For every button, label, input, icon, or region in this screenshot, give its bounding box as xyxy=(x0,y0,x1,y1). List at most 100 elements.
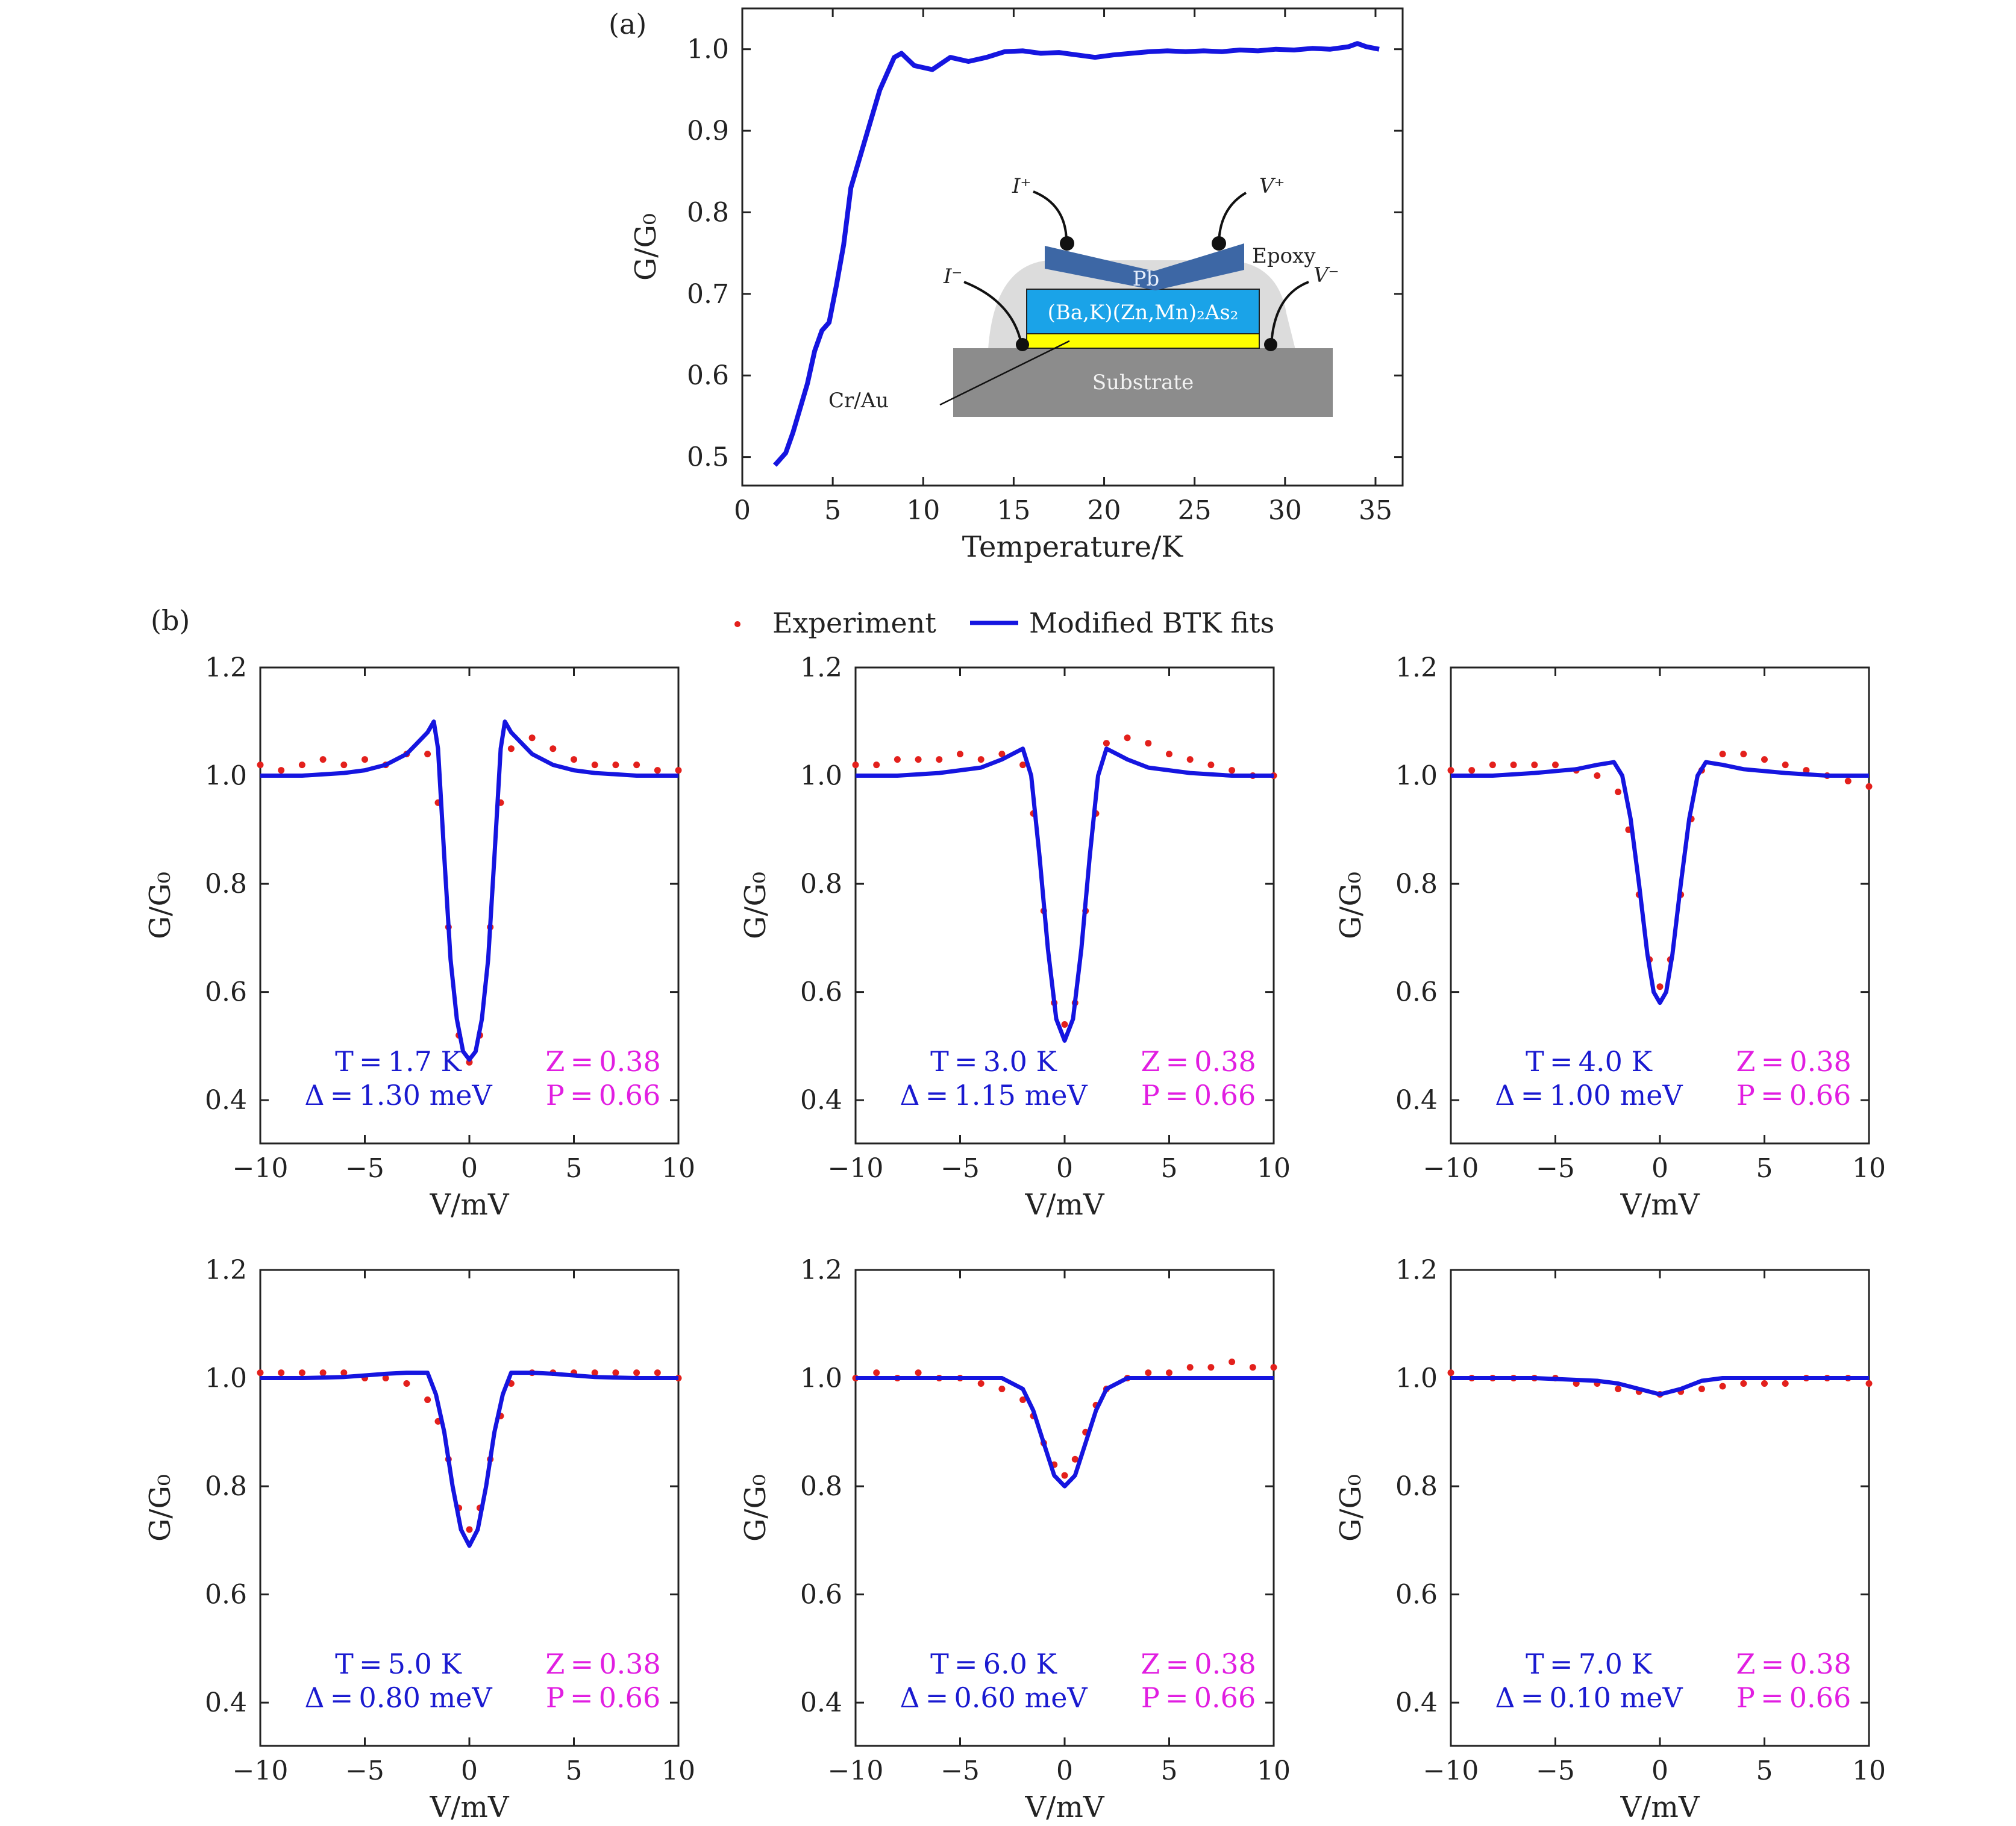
y-tick-label: 1.0 xyxy=(800,761,842,792)
experiment-point xyxy=(1782,761,1789,769)
experiment-point xyxy=(1468,767,1476,774)
y-tick-label: 0.6 xyxy=(1395,1580,1438,1610)
x-tick-label: 15 xyxy=(997,495,1030,526)
experiment-point xyxy=(1061,1021,1068,1028)
x-axis-label: V/mV xyxy=(429,1790,509,1824)
x-axis-label: V/mV xyxy=(429,1188,509,1222)
experiment-point xyxy=(1019,761,1027,769)
y-tick-label: 1.0 xyxy=(1395,1363,1438,1394)
x-tick-label: 10 xyxy=(906,495,940,526)
x-tick-label: 5 xyxy=(566,1756,583,1786)
y-tick-label: 0.4 xyxy=(800,1687,842,1718)
x-tick-label: 5 xyxy=(1161,1756,1178,1786)
experiment-point xyxy=(591,1369,598,1377)
y-tick-label: 0.8 xyxy=(800,1471,842,1502)
y-tick-label: 1.2 xyxy=(800,652,842,683)
y-tick-label: 0.8 xyxy=(205,1471,247,1502)
polarization-param: P = 0.66 xyxy=(1141,1681,1256,1714)
experiment-point xyxy=(612,1369,619,1377)
gap-param: Δ = 0.10 meV xyxy=(1495,1681,1683,1714)
experiment-point xyxy=(633,761,640,769)
plot-frame xyxy=(741,7,1404,487)
experiment-point xyxy=(1071,1455,1078,1463)
experiment-point xyxy=(1124,734,1131,742)
experiment-point xyxy=(998,1386,1006,1392)
temperature-param: T = 1.7 K xyxy=(335,1045,462,1078)
experiment-point xyxy=(1782,1380,1789,1387)
contact-dot-i-plus xyxy=(1060,236,1074,251)
experiment-point xyxy=(340,1369,348,1377)
experiment-point xyxy=(1207,761,1215,769)
experiment-point xyxy=(1166,1369,1172,1377)
x-tick-label: 0 xyxy=(1651,1756,1668,1786)
cr-au-layer xyxy=(1026,333,1260,349)
experiment-point xyxy=(1698,1386,1705,1392)
x-tick-label: 10 xyxy=(1257,1756,1291,1786)
subplot-1: −10 −5 0 5 10 0.4 0.6 0.8 1.0 1.2 V/mV G/G₀ T = 1.7 … xyxy=(143,652,695,1222)
y-tick-label: 1.0 xyxy=(687,34,729,65)
panel-b-tag: (b) xyxy=(151,604,190,637)
barrier-param: Z = 0.38 xyxy=(1736,1648,1851,1680)
fit-line xyxy=(260,1371,678,1548)
experiment-point xyxy=(278,1369,285,1377)
experiment-point xyxy=(1761,1380,1768,1387)
y-axis-label: G/G₀ xyxy=(143,872,177,939)
fit-line xyxy=(856,1376,1274,1489)
experiment-point xyxy=(403,1380,410,1387)
experiment-point xyxy=(278,767,285,774)
y-tick-label: 0.4 xyxy=(1395,1687,1438,1718)
temperature-param: T = 7.0 K xyxy=(1526,1648,1653,1680)
barrier-param: Z = 0.38 xyxy=(1141,1648,1256,1680)
x-tick-label: 10 xyxy=(1257,1153,1291,1184)
x-tick-label: −5 xyxy=(1536,1756,1575,1786)
legend: Experiment Modified BTK fits xyxy=(734,607,1274,639)
fit-line xyxy=(260,719,678,1062)
x-tick-label: 10 xyxy=(1852,1756,1886,1786)
sample-layer xyxy=(1026,289,1260,334)
x-tick-label: 5 xyxy=(566,1153,583,1184)
experiment-point xyxy=(319,756,327,763)
y-tick-label: 0.4 xyxy=(205,1085,247,1116)
gap-param: Δ = 0.60 meV xyxy=(900,1681,1088,1714)
y-axis-label: G/G₀ xyxy=(739,1474,772,1542)
experiment-point xyxy=(1447,1369,1454,1377)
y-tick-label: 0.6 xyxy=(800,1580,842,1610)
temperature-param: T = 5.0 K xyxy=(335,1648,462,1680)
y-axis-label: G/G₀ xyxy=(739,872,772,939)
y-tick-label: 1.0 xyxy=(205,1363,247,1394)
y-axis-label: G/G₀ xyxy=(1334,872,1368,939)
experiment-point xyxy=(1510,761,1517,769)
pb-label: Pb xyxy=(1133,267,1160,291)
experiment-point xyxy=(1865,1380,1873,1387)
experiment-point xyxy=(1061,1472,1068,1479)
y-tick-label: 0.5 xyxy=(687,442,729,473)
subplot-3: −10 −5 0 5 10 0.4 0.6 0.8 1.0 1.2 V/mV G/G₀ T = 4.0 … xyxy=(1334,652,1886,1222)
subplot-4: −10 −5 0 5 10 0.4 0.6 0.8 1.0 1.2 V/mV G/G₀ T = 5.0 … xyxy=(143,1255,695,1824)
x-tick-label: −10 xyxy=(828,1756,884,1786)
x-tick-label: 10 xyxy=(662,1153,695,1184)
experiment-point xyxy=(1489,761,1496,769)
fit-line xyxy=(1451,1376,1869,1396)
y-tick-label: 0.4 xyxy=(205,1687,247,1718)
experiment-point xyxy=(424,751,431,758)
substrate-label: Substrate xyxy=(1092,371,1194,395)
experiment-point xyxy=(257,761,264,769)
experiment-point xyxy=(915,1369,922,1377)
experiment-point xyxy=(1740,751,1747,758)
y-tick-label: 1.0 xyxy=(1395,761,1438,792)
sample-label: (Ba,K)(Zn,Mn)₂As₂ xyxy=(1048,301,1239,325)
experiment-point xyxy=(319,1369,327,1377)
experiment-point xyxy=(977,756,985,763)
experiment-point xyxy=(873,1369,880,1377)
x-tick-label: 30 xyxy=(1268,495,1302,526)
epoxy-label: Epoxy xyxy=(1252,244,1316,268)
x-tick-label: −5 xyxy=(941,1153,980,1184)
x-tick-label: −10 xyxy=(233,1756,289,1786)
gap-param: Δ = 1.30 meV xyxy=(304,1079,492,1112)
cr-au-label: Cr/Au xyxy=(828,389,889,413)
experiment-point xyxy=(1186,756,1194,763)
y-tick-label: 1.0 xyxy=(800,1363,842,1394)
panel-a-plot: 0 5 10 15 20 25 30 35 0.5 0.6 0.7 0.8 0.9 1.0 Temperat… xyxy=(629,7,1404,564)
barrier-param: Z = 0.38 xyxy=(545,1045,660,1078)
